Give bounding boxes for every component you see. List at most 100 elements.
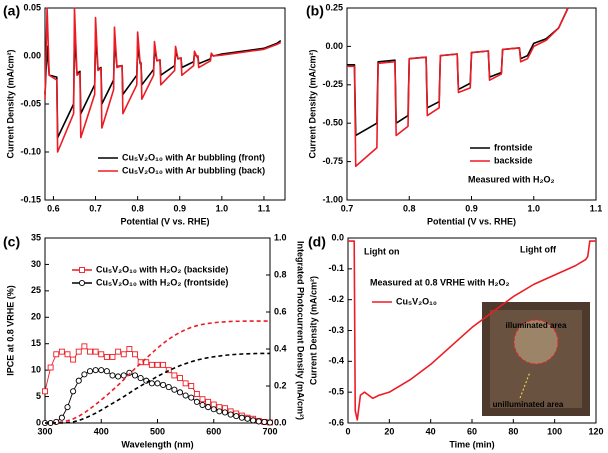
plot-frame [346,7,597,201]
inset-spot [513,319,559,365]
marker [98,351,105,358]
marker [171,372,178,379]
x-tick-label: 600 [206,426,221,436]
marker [78,279,86,287]
marker [42,388,48,395]
series-line [347,7,569,168]
marker [210,406,217,413]
marker [171,386,178,393]
marker [177,375,183,382]
x-tick-label: 0.8 [403,203,416,213]
x-tick-label: 500 [150,426,165,436]
legend-label: Cu₅V₂O₁₀ [396,296,437,306]
marker [98,367,105,374]
marker [165,384,172,391]
marker [75,348,82,355]
marker [165,367,172,374]
y-tick-label: -0.25 [322,79,343,89]
y-tick-label: -0.15 [20,194,41,204]
marker [199,401,206,409]
marker [92,348,99,355]
legend-label: backside [494,155,533,165]
annotation: Light on [364,246,400,256]
y-tick-label: -1.00 [322,194,343,204]
marker [160,361,167,368]
marker [176,389,184,396]
marker [261,418,268,425]
y-tick-label: 15 [31,338,41,348]
marker [103,368,110,375]
marker [115,373,122,380]
y2-tick-label: 0.4 [274,343,287,353]
marker [182,380,189,387]
y2-tick-label: 0.6 [274,306,287,316]
x-tick-label: 20 [384,426,394,436]
x-tick-label: 1.1 [258,203,271,213]
marker [75,377,82,384]
y2-tick-label: 0.0 [274,417,287,427]
marker [148,380,155,387]
annotation: unilluminated area [493,400,564,409]
marker [193,390,200,397]
annotation: Measured at 0.8 VRHE with H₂O₂ [370,277,510,287]
marker [216,408,223,415]
marker [199,396,206,403]
y-tick-label: 20 [31,312,41,322]
marker [188,383,195,389]
marker [58,348,65,355]
marker [81,343,88,350]
marker [188,394,195,401]
y-axis-label: Current Density (mA/cm²) [5,49,15,158]
y-tick-label: -0.50 [322,118,343,128]
x-tick-label: 40 [426,426,436,436]
y-tick-label: 10 [31,365,41,375]
x-tick-label: 0.9 [173,203,186,213]
marker [47,364,54,371]
marker [64,404,71,411]
x-axis-label: Wavelength (nm) [121,439,193,449]
y-tick-label: 5 [36,391,41,401]
marker [154,361,161,368]
panel-label: (a) [3,3,20,19]
marker [70,356,77,363]
marker [182,392,189,399]
marker [120,372,127,379]
x-tick-label: 100 [547,426,562,436]
y-tick-label: -0.10 [20,146,41,156]
marker [193,398,200,405]
x-tick-label: 1.0 [527,203,540,213]
x-tick-label: 1.1 [590,203,603,213]
panel-label: (b) [306,3,324,19]
legend-label: Cu₅V₂O₁₀ with H₂O₂ (backside) [96,264,228,274]
y-axis-label: IPCE at 0.8 VRHE (%) [5,285,15,376]
series-line [44,7,282,153]
x-tick-label: 400 [94,426,109,436]
y-tick-label: 0.0 [331,232,344,242]
y-tick-label: 0.25 [325,2,343,12]
y-tick-label: -0.4 [328,356,344,366]
marker [86,368,94,375]
inset-photo [482,302,590,416]
x-tick-label: 120 [588,426,603,436]
marker [79,267,85,273]
marker [250,417,257,424]
x-tick-label: 300 [37,426,52,436]
x-tick-label: 0.6 [47,203,60,213]
legend-label: frontside [494,142,533,152]
marker [70,388,77,395]
marker [227,411,234,418]
y-tick-label: -0.6 [328,417,344,427]
marker [205,398,212,405]
marker [255,418,262,425]
marker [154,380,161,387]
y2-tick-label: 0.2 [274,380,287,390]
marker [120,351,127,358]
y-axis-label: Current Density (mA/cm²) [308,276,318,385]
dashed-line [45,352,270,424]
y-tick-label: 30 [31,259,41,269]
annotation: Measured with H₂O₂ [468,174,555,184]
x-tick-label: 0.7 [341,203,354,213]
y-tick-label: -0.3 [328,325,344,335]
marker [137,375,144,382]
